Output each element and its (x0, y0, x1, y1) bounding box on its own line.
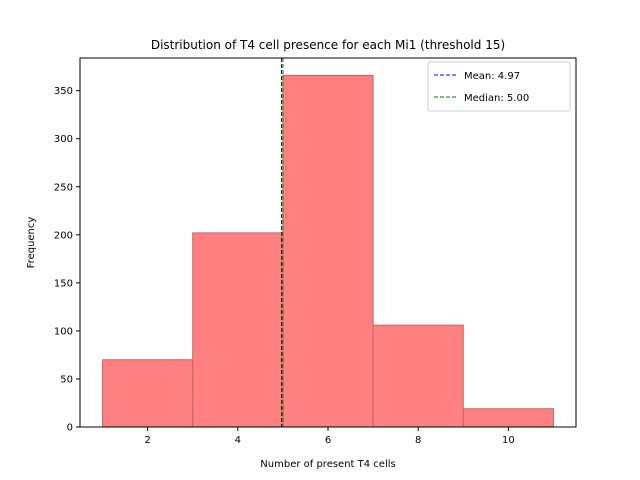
histogram-bar-5 (463, 409, 553, 427)
y-axis-ticks: 0 50 100 150 200 250 300 350 (54, 86, 80, 433)
histogram-bar-1 (103, 360, 193, 427)
y-tick-label: 200 (54, 230, 73, 241)
x-tick-label: 10 (502, 435, 515, 446)
y-tick-label: 0 (67, 423, 73, 434)
legend-label: Median: 5.00 (464, 93, 529, 104)
x-axis-label: Number of present T4 cells (260, 459, 395, 470)
y-tick-label: 300 (54, 134, 73, 145)
legend: Mean: 4.97 Median: 5.00 (428, 62, 570, 111)
x-axis-ticks: 2 4 6 8 10 (144, 427, 514, 446)
y-tick-label: 250 (54, 182, 73, 193)
legend-label: Mean: 4.97 (464, 71, 520, 82)
y-tick-label: 100 (54, 326, 73, 337)
histogram-bar-2 (193, 233, 283, 427)
y-tick-label: 50 (60, 374, 73, 385)
x-tick-label: 2 (144, 435, 150, 446)
chart-title: Distribution of T4 cell presence for eac… (151, 38, 505, 52)
y-tick-label: 150 (54, 278, 73, 289)
x-tick-label: 6 (325, 435, 331, 446)
x-tick-label: 4 (235, 435, 241, 446)
histogram-bar-4 (373, 325, 463, 427)
x-tick-label: 8 (415, 435, 421, 446)
bars-layer (103, 75, 554, 427)
histogram-bar-3 (283, 75, 373, 427)
y-axis-label: Frequency (26, 217, 37, 269)
y-tick-label: 350 (54, 86, 73, 97)
